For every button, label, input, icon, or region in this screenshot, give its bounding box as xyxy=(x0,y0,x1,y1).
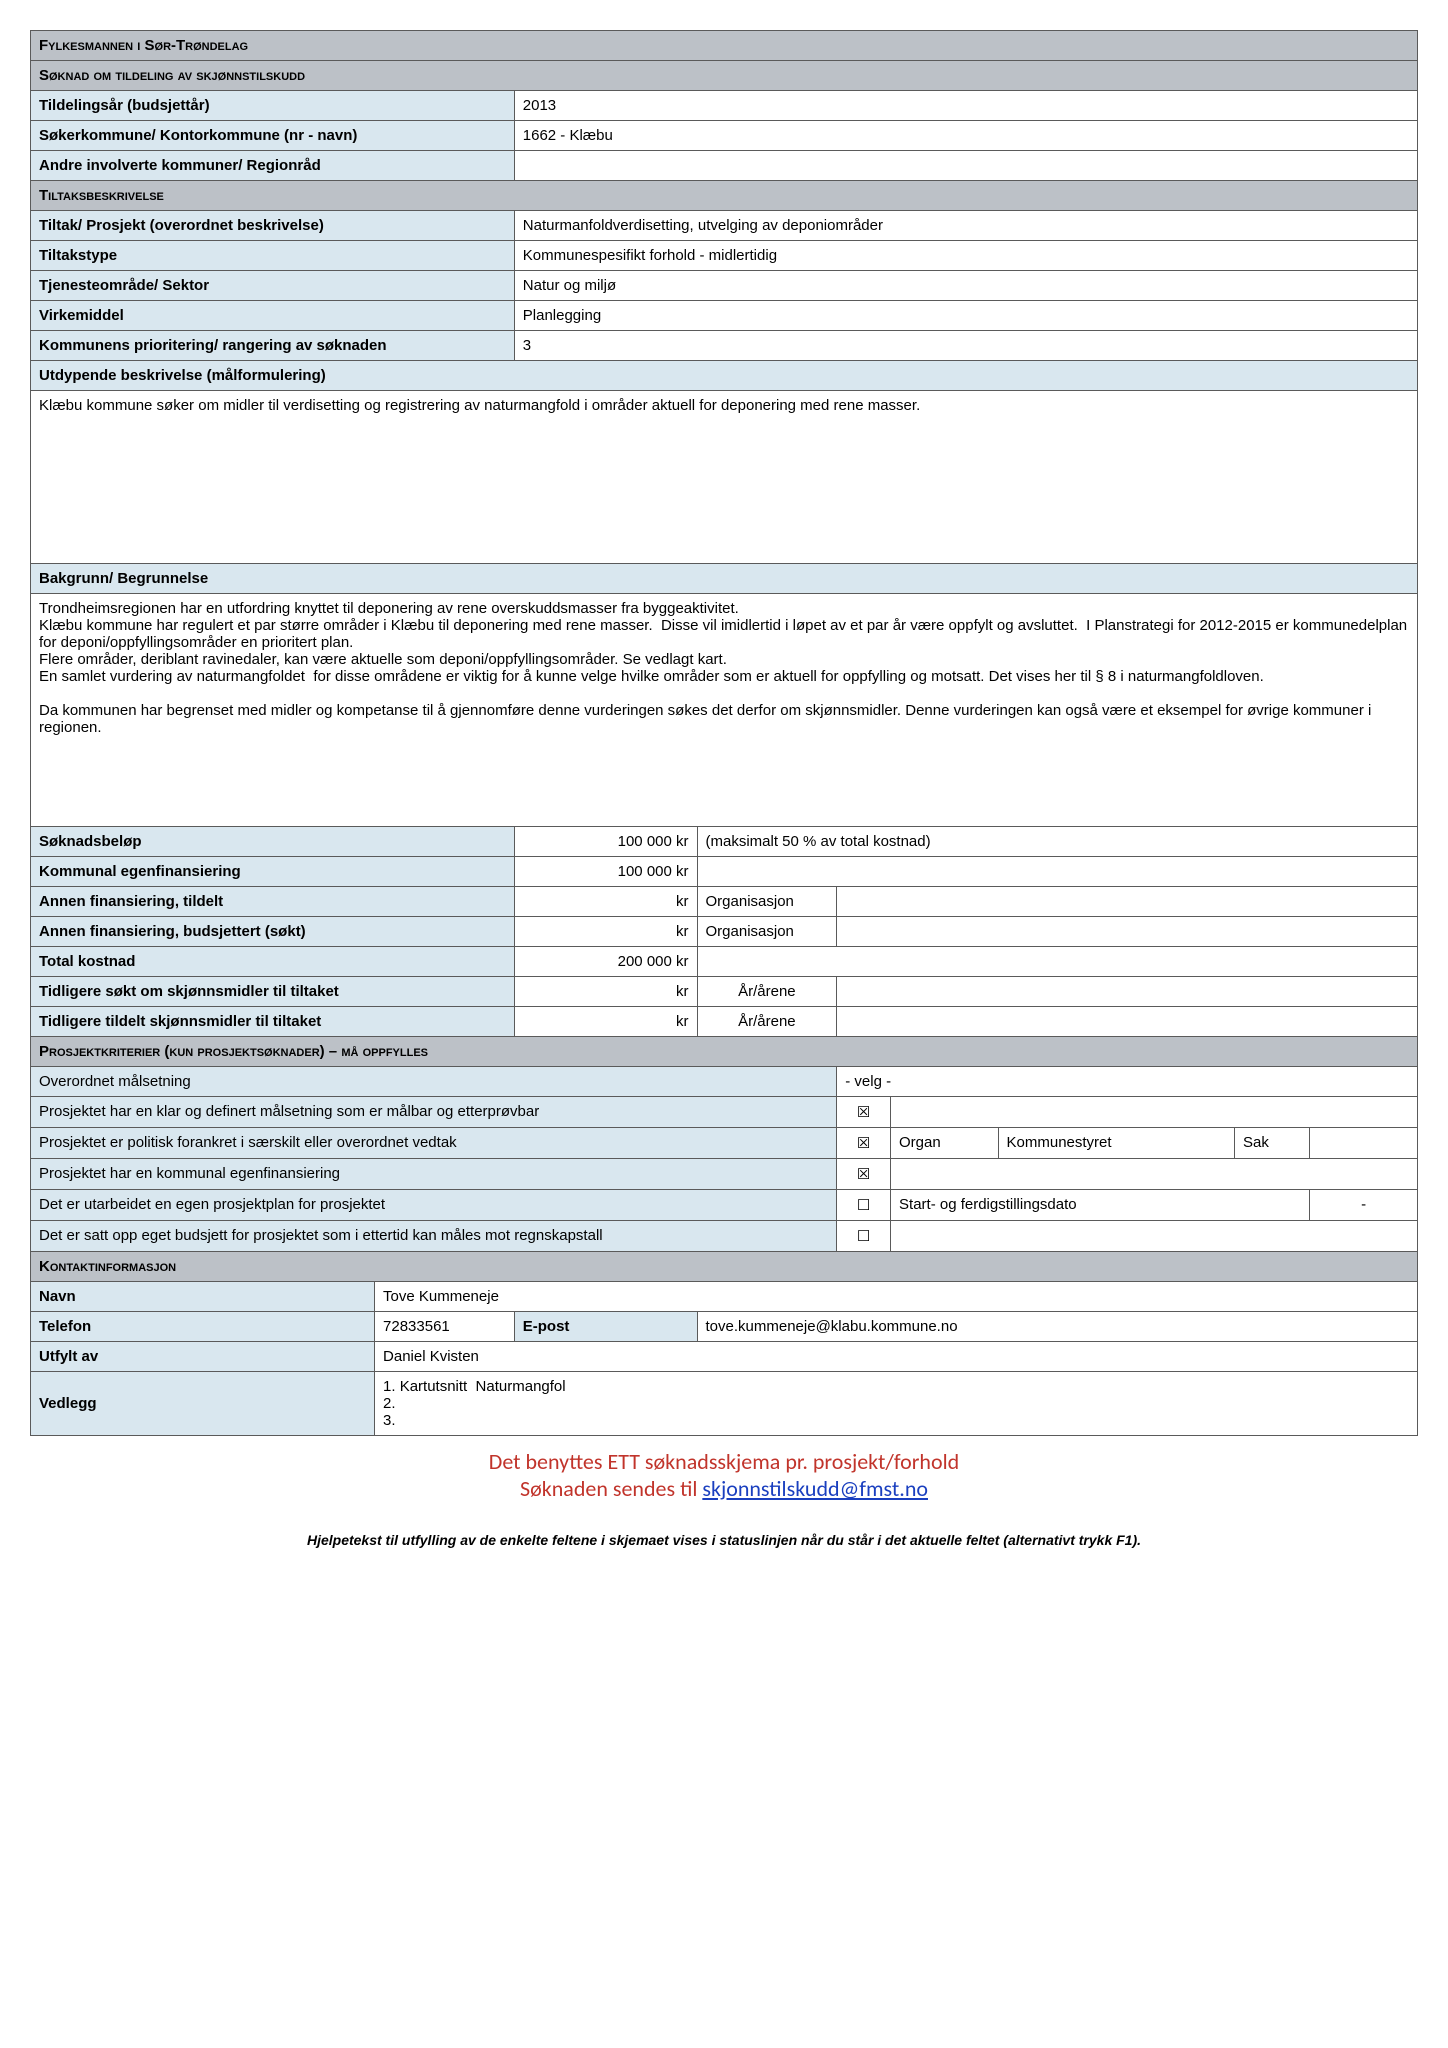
c2-organ-value[interactable]: Kommunestyret xyxy=(998,1128,1235,1159)
c4-checkbox[interactable]: ☐ xyxy=(837,1190,891,1221)
amount-value[interactable]: 100 000 kr xyxy=(514,827,697,857)
goal-label: Overordnet målsetning xyxy=(31,1067,837,1097)
goal-value[interactable]: - velg - xyxy=(837,1067,1418,1097)
own-value[interactable]: 100 000 kr xyxy=(514,857,697,887)
desc-label: Utdypende beskrivelse (målformulering) xyxy=(31,361,1418,391)
c1-label: Prosjektet har en klar og definert målse… xyxy=(31,1097,837,1128)
prev-applied-label: Tidligere søkt om skjønnsmidler til tilt… xyxy=(31,977,515,1007)
prev-granted-value[interactable]: kr xyxy=(514,1007,697,1037)
sector-value[interactable]: Natur og miljø xyxy=(514,271,1417,301)
footer-line2-pre: Søknaden sendes til xyxy=(520,1475,702,1502)
sector-label: Tjenesteområde/ Sektor xyxy=(31,271,515,301)
prev-applied-value[interactable]: kr xyxy=(514,977,697,1007)
amount-label: Søknadsbeløp xyxy=(31,827,515,857)
name-value[interactable]: Tove Kummeneje xyxy=(375,1282,1418,1312)
applicant-value[interactable]: 1662 - Klæbu xyxy=(514,121,1417,151)
project-label: Tiltak/ Prosjekt (overordnet beskrivelse… xyxy=(31,211,515,241)
other2-value[interactable]: kr xyxy=(514,917,697,947)
c3-label: Prosjektet har en kommunal egenfinansier… xyxy=(31,1159,837,1190)
bg-value[interactable]: Trondheimsregionen har en utfordring kny… xyxy=(31,594,1418,827)
means-value[interactable]: Planlegging xyxy=(514,301,1417,331)
amount-note: (maksimalt 50 % av total kostnad) xyxy=(697,827,1417,857)
years1-label: År/årene xyxy=(697,977,837,1007)
footer-message: Det benyttes ETT søknadsskjema pr. prosj… xyxy=(30,1448,1418,1502)
email-label: E-post xyxy=(514,1312,697,1342)
years2-value[interactable] xyxy=(837,1007,1418,1037)
c5-label: Det er satt opp eget budsjett for prosje… xyxy=(31,1221,837,1252)
priority-label: Kommunens prioritering/ rangering av søk… xyxy=(31,331,515,361)
applicant-label: Søkerkommune/ Kontorkommune (nr - navn) xyxy=(31,121,515,151)
type-label: Tiltakstype xyxy=(31,241,515,271)
prev-granted-label: Tidligere tildelt skjønnsmidler til tilt… xyxy=(31,1007,515,1037)
c2-label: Prosjektet er politisk forankret i særsk… xyxy=(31,1128,837,1159)
header-org: Fylkesmannen i Sør-Trøndelag xyxy=(31,31,1418,61)
filled-label: Utfylt av xyxy=(31,1342,375,1372)
contact-section: Kontaktinformasjon xyxy=(31,1252,1418,1282)
c2-sak-label: Sak xyxy=(1235,1128,1310,1159)
org1-label: Organisasjon xyxy=(697,887,837,917)
phone-value[interactable]: 72833561 xyxy=(375,1312,515,1342)
others-value[interactable] xyxy=(514,151,1417,181)
attach-value[interactable]: 1. Kartutsnitt Naturmangfol 2. 3. xyxy=(375,1372,1418,1436)
desc-value[interactable]: Klæbu kommune søker om midler til verdis… xyxy=(31,391,1418,564)
org2-value[interactable] xyxy=(837,917,1418,947)
attach-label: Vedlegg xyxy=(31,1372,375,1436)
years1-value[interactable] xyxy=(837,977,1418,1007)
c2-sak-value[interactable] xyxy=(1310,1128,1418,1159)
c3-checkbox[interactable]: ☒ xyxy=(837,1159,891,1190)
others-label: Andre involverte kommuner/ Regionråd xyxy=(31,151,515,181)
c5-checkbox[interactable]: ☐ xyxy=(837,1221,891,1252)
filled-value[interactable]: Daniel Kvisten xyxy=(375,1342,1418,1372)
year-label: Tildelingsår (budsjettår) xyxy=(31,91,515,121)
c2-checkbox[interactable]: ☒ xyxy=(837,1128,891,1159)
project-value[interactable]: Naturmanfoldverdisetting, utvelging av d… xyxy=(514,211,1417,241)
year-value[interactable]: 2013 xyxy=(514,91,1417,121)
application-form: Fylkesmannen i Sør-Trøndelag Søknad om t… xyxy=(30,30,1418,1548)
tiltak-section: Tiltaksbeskrivelse xyxy=(31,181,1418,211)
c2-organ-label: Organ xyxy=(891,1128,999,1159)
c1-checkbox[interactable]: ☒ xyxy=(837,1097,891,1128)
criteria-section: Prosjektkriterier (kun prosjektsøknader)… xyxy=(31,1037,1418,1067)
email-value[interactable]: tove.kummeneje@klabu.kommune.no xyxy=(697,1312,1417,1342)
c4-date-value[interactable]: - xyxy=(1310,1190,1418,1221)
c4-label: Det er utarbeidet en egen prosjektplan f… xyxy=(31,1190,837,1221)
footer-line1: Det benyttes ETT søknadsskjema pr. prosj… xyxy=(489,1448,959,1475)
phone-label: Telefon xyxy=(31,1312,375,1342)
other2-label: Annen finansiering, budsjettert (søkt) xyxy=(31,917,515,947)
total-value[interactable]: 200 000 kr xyxy=(514,947,697,977)
total-label: Total kostnad xyxy=(31,947,515,977)
footer-email-link[interactable]: skjonnstilskudd@fmst.no xyxy=(702,1475,928,1502)
header-title: Søknad om tildeling av skjønnstilskudd xyxy=(31,61,1418,91)
bg-label: Bakgrunn/ Begrunnelse xyxy=(31,564,1418,594)
org2-label: Organisasjon xyxy=(697,917,837,947)
years2-label: År/årene xyxy=(697,1007,837,1037)
type-value[interactable]: Kommunespesifikt forhold - midlertidig xyxy=(514,241,1417,271)
own-label: Kommunal egenfinansiering xyxy=(31,857,515,887)
org1-value[interactable] xyxy=(837,887,1418,917)
help-text: Hjelpetekst til utfylling av de enkelte … xyxy=(30,1532,1418,1548)
other1-value[interactable]: kr xyxy=(514,887,697,917)
name-label: Navn xyxy=(31,1282,375,1312)
priority-value[interactable]: 3 xyxy=(514,331,1417,361)
means-label: Virkemiddel xyxy=(31,301,515,331)
other1-label: Annen finansiering, tildelt xyxy=(31,887,515,917)
c4-date-label: Start- og ferdigstillingsdato xyxy=(891,1190,1310,1221)
